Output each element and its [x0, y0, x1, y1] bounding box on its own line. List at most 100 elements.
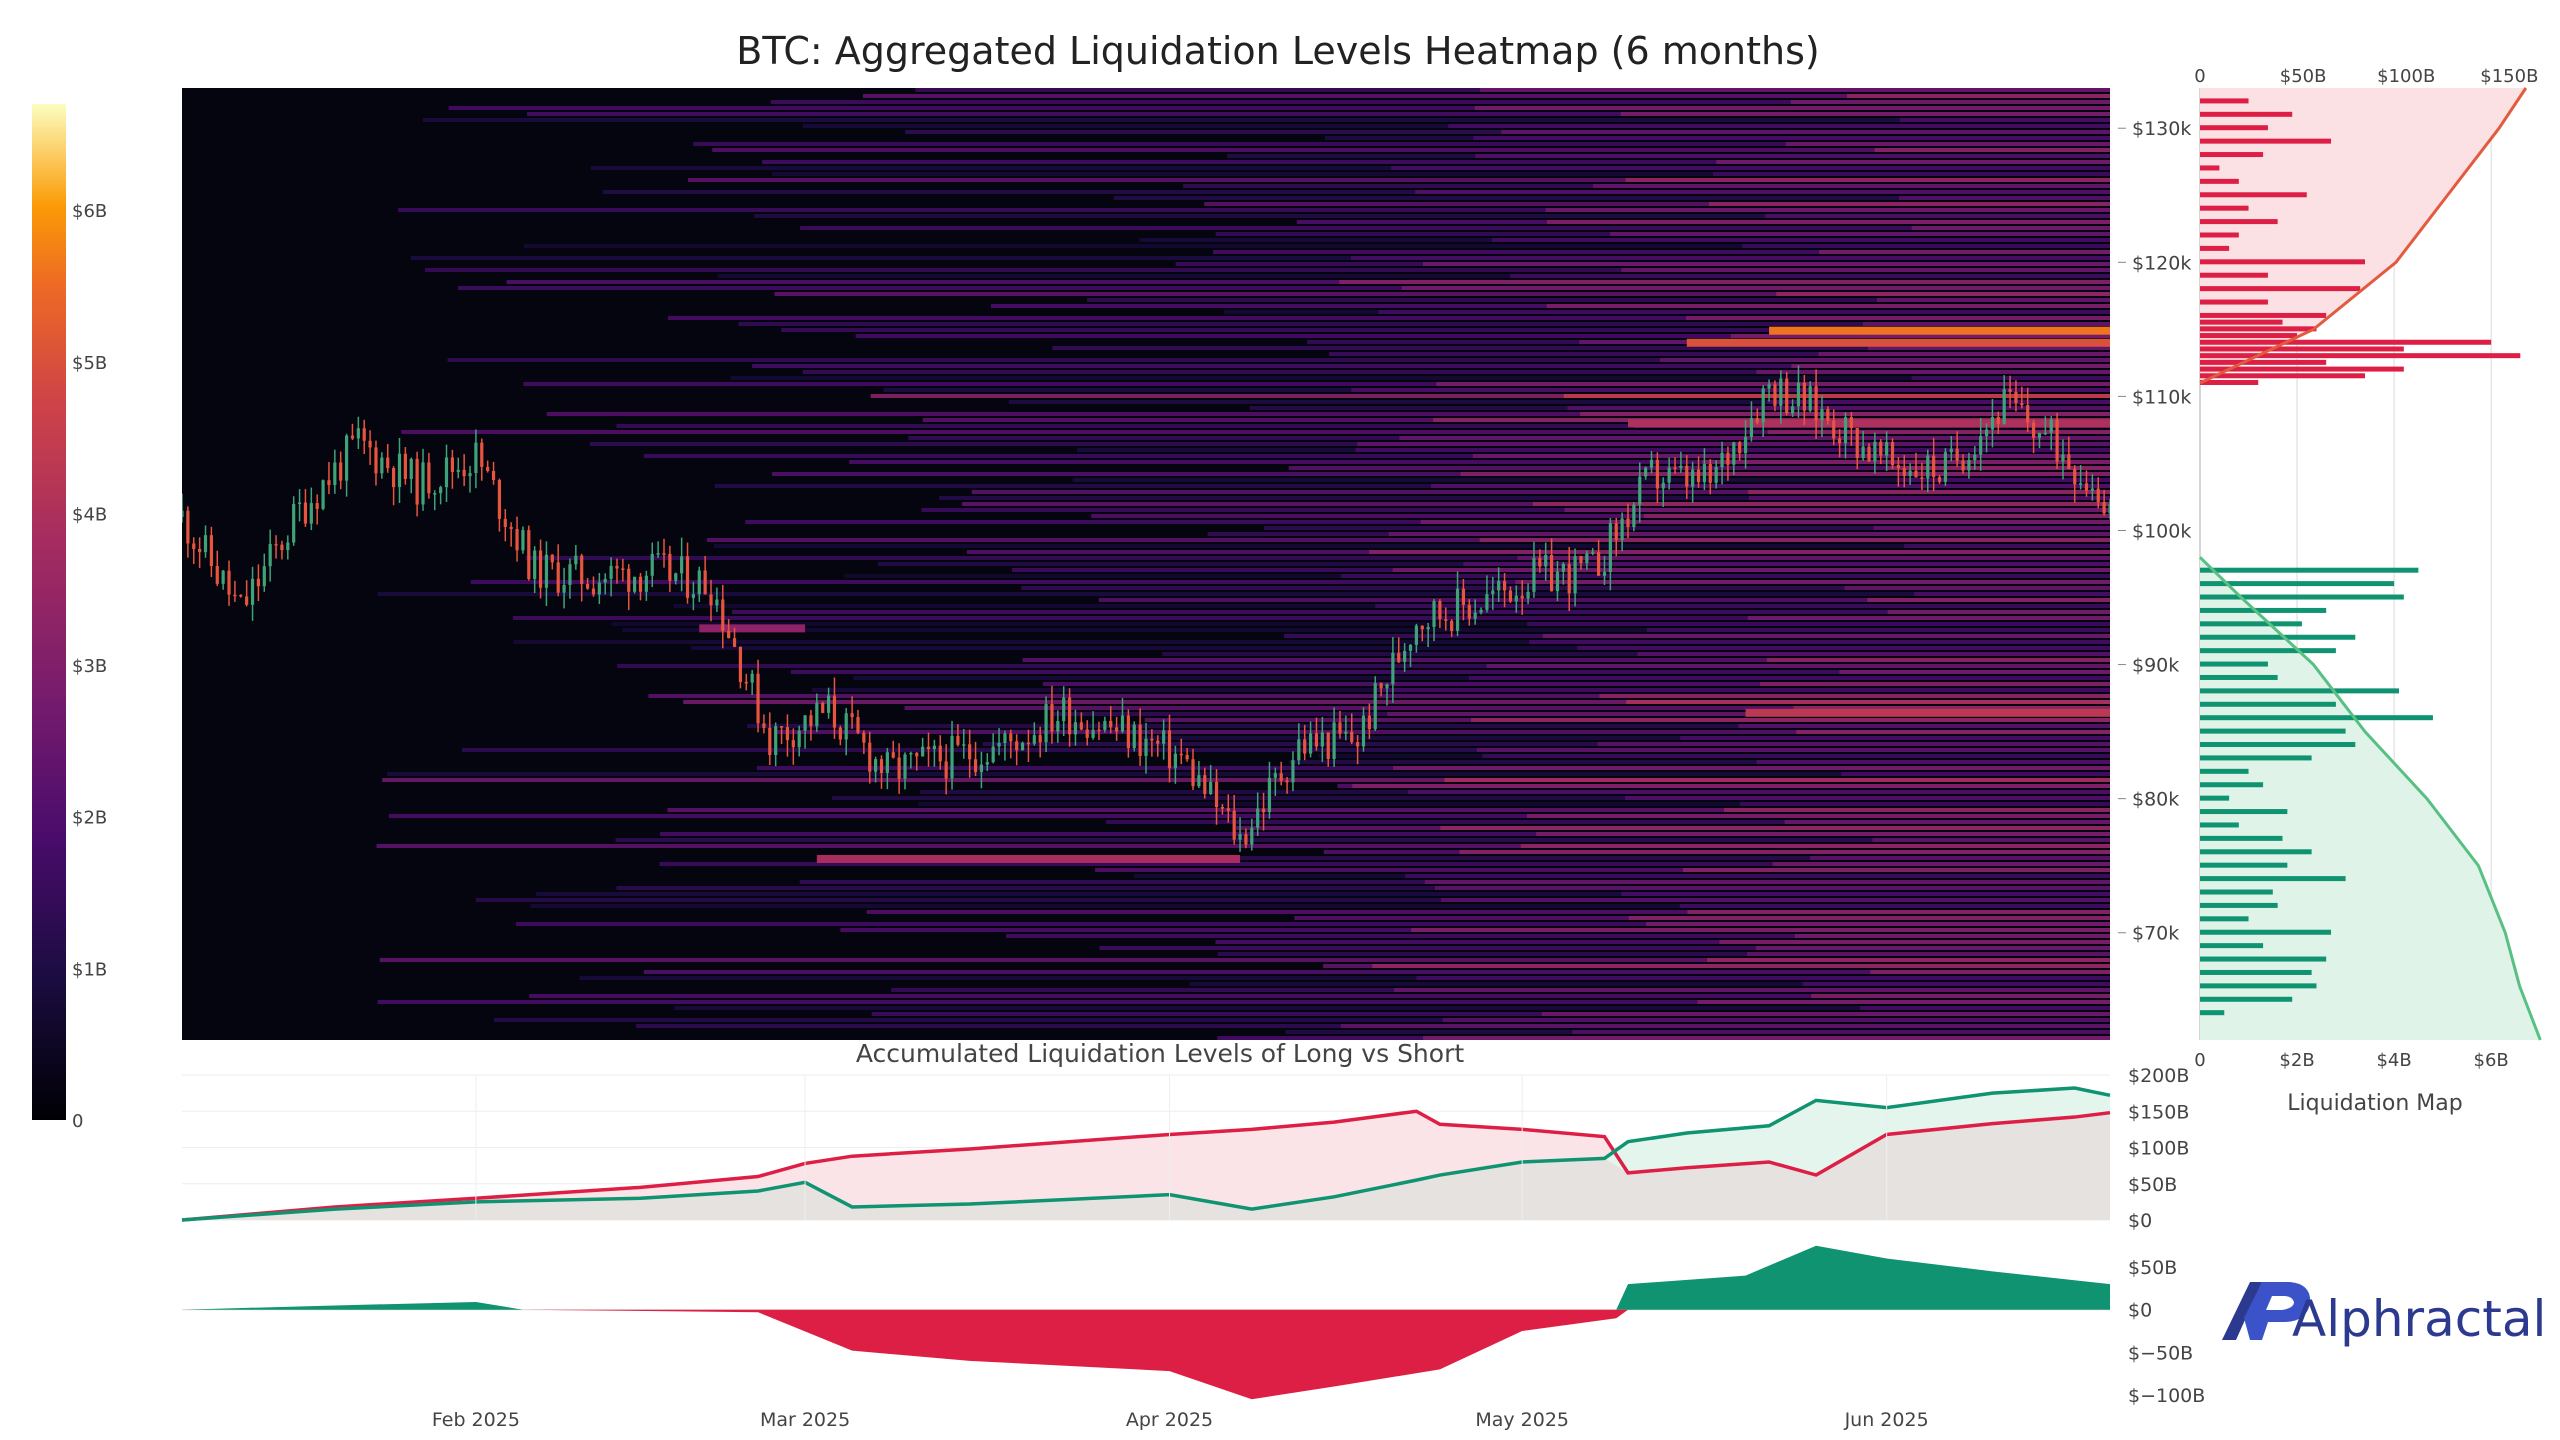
short-liquidation-bar: [2200, 219, 2278, 225]
price-candle: [1244, 834, 1248, 845]
alphractal-mark-icon: [2222, 1282, 2311, 1340]
price-candle: [1979, 436, 1983, 455]
heat-row: [754, 214, 2110, 218]
heat-row: [1873, 526, 2110, 530]
heat-row: [1682, 868, 2110, 872]
heat-row: [1810, 856, 2110, 860]
price-candle: [521, 530, 525, 551]
heat-row: [866, 910, 2110, 914]
heat-row: [1885, 466, 2110, 470]
long-liquidation-bar: [2200, 728, 2346, 734]
price-candle: [674, 573, 678, 581]
accumulated-tick-label: $100B: [2128, 1138, 2189, 1160]
short-liquidation-bar: [2200, 165, 2220, 171]
heat-row: [1686, 316, 2110, 320]
heat-row: [667, 316, 2110, 320]
price-candle: [633, 576, 637, 592]
short-liquidation-bar: [2200, 205, 2249, 211]
short-liquidation-bar: [2200, 373, 2365, 379]
heat-row: [643, 454, 2110, 458]
heat-row: [1860, 1006, 2110, 1010]
colorbar-tick-label: $2B: [72, 808, 107, 829]
liquidation-map-panel: 0 $50B $100B $150B 0 $2B $4B $6B Liquidation M…: [2194, 66, 2542, 1116]
heat-row: [1520, 844, 2110, 848]
price-candle: [944, 761, 948, 779]
price-candle: [1738, 442, 1742, 454]
price-candle: [1579, 556, 1583, 564]
heat-row: [1567, 406, 2110, 410]
price-candle: [2084, 483, 2089, 491]
liquidation-cluster-band: [1686, 338, 2110, 347]
heat-row: [1621, 892, 2110, 896]
heat-row: [546, 412, 2110, 416]
cumulative-long-area: [2200, 557, 2541, 1040]
price-candle: [1015, 741, 1019, 751]
heat-row: [1217, 952, 2110, 956]
price-candle: [1638, 476, 1642, 505]
heat-row: [1340, 574, 2110, 578]
price-candle: [433, 493, 437, 495]
heat-row: [781, 328, 2110, 332]
heat-row: [527, 112, 2110, 116]
heat-row: [1621, 268, 2110, 272]
price-candle: [1814, 386, 1818, 421]
price-candle: [580, 555, 584, 584]
heat-row: [379, 958, 2110, 962]
long-liquidation-bar: [2200, 795, 2230, 801]
heat-row: [424, 268, 2110, 272]
price-candle: [327, 480, 331, 485]
price-candle: [315, 503, 319, 509]
heat-row: [388, 814, 2110, 818]
date-axis-label: Jun 2025: [1844, 1409, 1929, 1431]
heat-row: [643, 970, 2110, 974]
price-candle: [1285, 780, 1289, 783]
long-liquidation-bar: [2200, 983, 2317, 989]
price-candle: [1937, 477, 1942, 482]
price-candle: [538, 550, 543, 588]
heat-row: [1407, 790, 2110, 794]
price-candle: [350, 435, 355, 439]
price-candle: [1838, 438, 1842, 444]
price-candle: [591, 588, 596, 595]
price-candle: [979, 764, 984, 773]
colorbar-gradient: [32, 104, 66, 1120]
heat-row: [1008, 400, 2110, 404]
heat-row: [1411, 928, 2110, 932]
price-candle: [1320, 732, 1324, 747]
price-candle: [1890, 442, 1895, 466]
price-candle: [1502, 580, 1507, 591]
heat-row: [1765, 214, 2110, 218]
price-candle: [1620, 518, 1624, 540]
heat-row: [1577, 646, 2110, 650]
price-candle: [1297, 739, 1301, 761]
heat-row: [706, 538, 2110, 542]
heat-row: [1887, 610, 2110, 614]
heat-row: [1899, 118, 2110, 122]
heat-row: [714, 484, 2110, 488]
price-candle: [1779, 378, 1783, 406]
price-candle: [1955, 448, 1959, 461]
price-candle: [1091, 729, 1095, 738]
heat-row: [659, 832, 2110, 836]
heat-row: [1401, 286, 2110, 290]
heat-row: [1440, 826, 2110, 830]
price-candle: [956, 735, 960, 745]
price-candle: [921, 746, 925, 757]
price-candle: [1785, 378, 1789, 414]
heat-row: [1350, 256, 2110, 260]
short-liquidation-bar: [2200, 359, 2327, 365]
heat-row: [1536, 832, 2110, 836]
heat-row: [871, 1012, 2110, 1016]
price-candle: [1132, 724, 1136, 749]
price-candle: [1338, 722, 1342, 734]
long-liquidation-bar: [2200, 956, 2327, 962]
price-candle: [292, 503, 296, 543]
price-candle: [456, 469, 460, 472]
price-candle: [1849, 417, 1853, 429]
date-axis-label: Apr 2025: [1126, 1409, 1213, 1431]
heat-row: [870, 394, 2110, 398]
colorbar-tick-label: 0: [72, 1111, 83, 1132]
heat-row: [382, 778, 2110, 782]
price-candle: [1508, 590, 1513, 602]
long-accumulated-line: [181, 1086, 2111, 1222]
